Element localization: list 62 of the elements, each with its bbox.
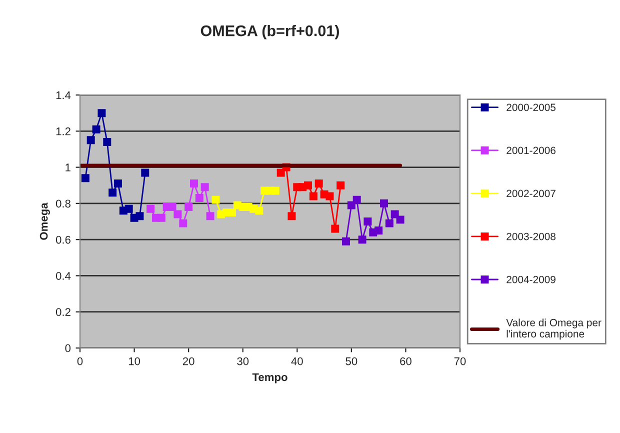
point — [157, 214, 166, 222]
point — [385, 219, 394, 228]
point — [380, 199, 388, 208]
y-tick-label: 1 — [66, 164, 70, 172]
y-axis-title: Omega — [40, 202, 50, 240]
point — [190, 180, 198, 188]
point — [271, 186, 280, 195]
point — [81, 174, 90, 182]
y-tick-label: 0.4 — [56, 272, 71, 280]
point — [103, 138, 112, 146]
x-tick-label: 0 — [77, 357, 83, 366]
point — [255, 206, 264, 215]
y-tick-label: 0.2 — [56, 308, 70, 316]
x-axis-title: Tempo — [252, 373, 288, 384]
legend-label: Valore di Omega per l'intero campione — [506, 318, 602, 340]
point — [174, 210, 182, 218]
point — [331, 224, 340, 233]
point — [184, 203, 193, 212]
point — [314, 180, 323, 188]
point — [336, 181, 345, 190]
x-tick-label: 10 — [128, 357, 140, 366]
y-tick-label: 1.2 — [56, 127, 70, 136]
point — [108, 188, 117, 197]
x-tick-label: 40 — [291, 357, 303, 366]
point — [396, 216, 404, 224]
point — [200, 183, 209, 192]
x-tick-label: 50 — [346, 357, 358, 366]
point — [374, 226, 383, 235]
point — [212, 196, 220, 204]
point — [179, 219, 188, 228]
y-tick-label: 0.8 — [56, 200, 70, 208]
legend-label: 2002-2007 — [506, 190, 556, 198]
y-tick-label: 0 — [65, 344, 71, 352]
point — [288, 212, 296, 220]
point — [358, 236, 366, 244]
x-tick-label: 60 — [400, 357, 412, 366]
point — [206, 212, 214, 220]
y-tick-label: 0.6 — [56, 236, 70, 244]
legend-label: 2003-2008 — [506, 232, 556, 240]
legend-label: 2004-2009 — [506, 276, 556, 284]
legend-label: 2001-2006 — [506, 146, 556, 154]
point — [195, 194, 204, 202]
point — [86, 136, 95, 144]
point — [146, 204, 155, 213]
point — [342, 237, 350, 246]
point — [364, 218, 372, 226]
point — [98, 109, 106, 118]
y-tick-label: 1.4 — [56, 91, 71, 100]
x-tick-label: 70 — [454, 357, 466, 366]
point — [326, 192, 334, 200]
chart-title: OMEGA (b=rf+0.01) — [200, 25, 339, 40]
point — [92, 125, 100, 134]
point — [114, 180, 122, 188]
point — [141, 168, 150, 177]
point — [304, 181, 312, 190]
point — [136, 212, 144, 220]
x-tick-label: 20 — [182, 357, 194, 366]
x-tick-label: 30 — [237, 357, 249, 366]
point — [352, 196, 361, 204]
point — [124, 204, 133, 213]
legend-label: 2000-2005 — [506, 104, 556, 112]
point — [309, 192, 318, 200]
